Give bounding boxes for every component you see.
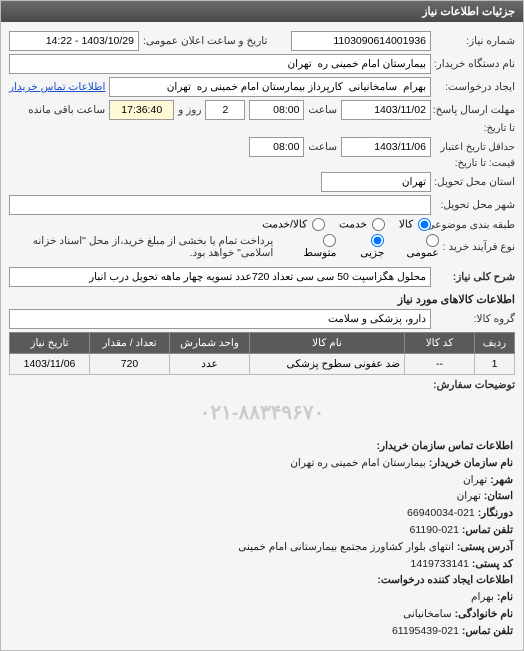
radio-kalakh-label[interactable]: کالا/خدمت <box>262 218 325 231</box>
col-code: کد کالا <box>405 333 475 354</box>
need-no-input[interactable] <box>291 31 431 51</box>
city2-val: تهران <box>463 474 487 486</box>
city-label: شهر محل تحویل: <box>435 199 515 211</box>
buyer-device-label: نام دستگاه خریدار: <box>435 58 515 70</box>
fax-val: 021-66940034 <box>407 507 475 519</box>
creator-label: ایجاد درخواست: <box>435 81 515 93</box>
need-desc-label: شرح کلی نیاز: <box>435 271 515 283</box>
city-input[interactable] <box>9 195 431 215</box>
radio-motavaset-label[interactable]: متوسط <box>295 234 336 259</box>
province-label: استان محل تحویل: <box>435 176 515 188</box>
cell-unit: عدد <box>170 354 250 375</box>
radio-omumi[interactable] <box>426 234 439 247</box>
items-section-title: اطلاعات کالاهای مورد نیاز <box>9 293 515 306</box>
tel2-val: 021-61195439 <box>392 625 459 637</box>
min-valid-label: حداقل تاریخ اعتبار <box>435 142 515 153</box>
cell-code: -- <box>405 354 475 375</box>
radio-jozi-label[interactable]: جزیی <box>350 234 384 259</box>
org-val: بیمارستان امام خمینی ره تهران <box>290 457 426 469</box>
days-label: روز و <box>178 104 201 116</box>
addr-val: انتهای بلوار کشاورز مجتمع بیمارستانی اما… <box>238 541 454 553</box>
prov-lbl: استان: <box>484 490 513 502</box>
tel2-lbl: تلفن تماس: <box>462 625 513 637</box>
radio-motavaset[interactable] <box>323 234 336 247</box>
time-label-2: ساعت <box>308 141 337 153</box>
fax-lbl: دورنگار: <box>478 507 513 519</box>
radio-khadamat-label[interactable]: خدمت <box>339 218 385 231</box>
panel-title: جزئیات اطلاعات نیاز <box>1 1 523 22</box>
col-qty: تعداد / مقدار <box>90 333 170 354</box>
contact-link[interactable]: اطلاعات تماس خریدار <box>9 81 105 93</box>
price-date-input[interactable] <box>341 137 431 157</box>
buyer-device-input[interactable] <box>9 54 431 74</box>
province-input[interactable] <box>321 172 431 192</box>
deadline-time-input[interactable] <box>249 100 304 120</box>
deadline-date-input[interactable] <box>341 100 431 120</box>
table-header-row: ردیف کد کالا نام کالا واحد شمارش تعداد /… <box>10 333 515 354</box>
subject-cat-label: طبقه بندی موضوعی: <box>435 219 515 231</box>
creator-input[interactable] <box>109 77 431 97</box>
watermark: ۰۲۱-۸۸۳۴۹۶۷۰ <box>9 394 515 434</box>
order-desc-label: توضیحات سفارش: <box>435 379 515 391</box>
cell-idx: 1 <box>475 354 515 375</box>
name-lbl: نام: <box>497 591 513 603</box>
process-label: نوع فرآیند خرید : <box>443 241 515 253</box>
remain-time-input <box>109 100 174 120</box>
need-no-label: شماره نیاز: <box>435 35 515 47</box>
city2-lbl: شهر: <box>490 474 513 486</box>
need-desc-input[interactable] <box>9 267 431 287</box>
family-val: سامخانیانی <box>403 608 452 620</box>
radio-kala-label[interactable]: کالا <box>399 218 431 231</box>
radio-jozi[interactable] <box>371 234 384 247</box>
contact-block: اطلاعات تماس سازمان خریدار: نام سازمان خ… <box>9 434 515 644</box>
name-val: بهرام <box>471 591 494 603</box>
col-unit: واحد شمارش <box>170 333 250 354</box>
zip-lbl: کد پستی: <box>472 558 513 570</box>
table-row[interactable]: 1 -- ضد عفونی سطوح پزشکی عدد 720 1403/11… <box>10 354 515 375</box>
price-time-input[interactable] <box>249 137 304 157</box>
tel-lbl: تلفن تماس: <box>462 524 513 536</box>
time-label-1: ساعت <box>308 104 337 116</box>
tel-val: 021-61190 <box>409 524 458 536</box>
addr-lbl: آدرس پستی: <box>457 541 513 553</box>
group-input[interactable] <box>9 309 431 329</box>
family-lbl: نام خانوادگی: <box>455 608 513 620</box>
deadline-until-label: تا تاریخ: <box>435 123 515 134</box>
col-name: نام کالا <box>250 333 405 354</box>
radio-omumi-label[interactable]: عمومی <box>398 234 438 259</box>
remain-label: ساعت باقی مانده <box>28 104 105 116</box>
radio-kalakh[interactable] <box>312 218 325 231</box>
cell-name: ضد عفونی سطوح پزشکی <box>250 354 405 375</box>
col-row: ردیف <box>475 333 515 354</box>
org-lbl: نام سازمان خریدار: <box>429 457 513 469</box>
price-until-label: قیمت: تا تاریخ: <box>435 158 515 169</box>
deadline-label: مهلت ارسال پاسخ: <box>435 104 515 116</box>
announce-label: تاریخ و ساعت اعلان عمومی: <box>143 35 267 47</box>
radio-kala[interactable] <box>418 218 431 231</box>
items-table: ردیف کد کالا نام کالا واحد شمارش تعداد /… <box>9 332 515 375</box>
announce-input[interactable] <box>9 31 139 51</box>
cell-date: 1403/11/06 <box>10 354 90 375</box>
contact-title: اطلاعات تماس سازمان خریدار: <box>377 440 513 452</box>
zip-val: 1419733141 <box>411 558 469 570</box>
prov-val: تهران <box>457 490 481 502</box>
treasury-note: پرداخت تمام یا بخشی از مبلغ خرید،از محل … <box>9 235 273 259</box>
days-input[interactable] <box>205 100 245 120</box>
req-creator-title: اطلاعات ایجاد کننده درخواست: <box>377 574 513 586</box>
group-label: گروه کالا: <box>435 313 515 325</box>
cell-qty: 720 <box>90 354 170 375</box>
need-details-panel: جزئیات اطلاعات نیاز شماره نیاز: تاریخ و … <box>0 0 524 651</box>
col-date: تاریخ نیاز <box>10 333 90 354</box>
radio-khadamat[interactable] <box>372 218 385 231</box>
panel-content: شماره نیاز: تاریخ و ساعت اعلان عمومی: نا… <box>1 22 523 650</box>
